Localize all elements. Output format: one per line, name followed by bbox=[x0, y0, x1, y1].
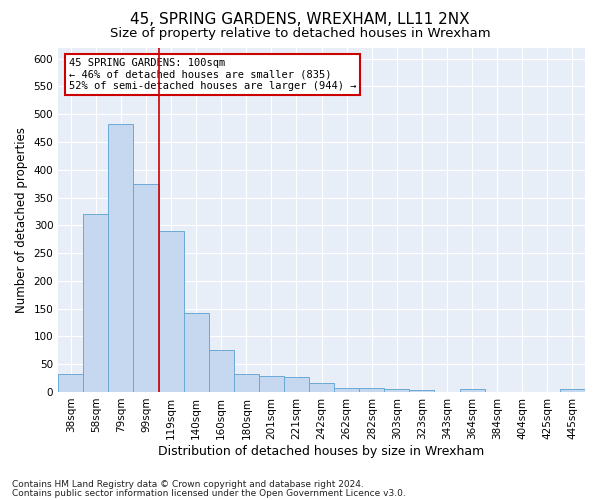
Bar bbox=[259, 376, 284, 392]
Bar bbox=[209, 350, 234, 392]
Bar bbox=[58, 374, 83, 392]
Bar bbox=[309, 383, 334, 392]
Text: 45 SPRING GARDENS: 100sqm
← 46% of detached houses are smaller (835)
52% of semi: 45 SPRING GARDENS: 100sqm ← 46% of detac… bbox=[69, 58, 356, 91]
Bar bbox=[109, 124, 133, 392]
Bar bbox=[460, 389, 485, 392]
Bar bbox=[409, 390, 434, 392]
Text: Size of property relative to detached houses in Wrexham: Size of property relative to detached ho… bbox=[110, 28, 490, 40]
Text: Contains public sector information licensed under the Open Government Licence v3: Contains public sector information licen… bbox=[12, 488, 406, 498]
Y-axis label: Number of detached properties: Number of detached properties bbox=[15, 126, 28, 312]
X-axis label: Distribution of detached houses by size in Wrexham: Distribution of detached houses by size … bbox=[158, 444, 485, 458]
Bar bbox=[359, 388, 385, 392]
Bar bbox=[334, 388, 359, 392]
Text: 45, SPRING GARDENS, WREXHAM, LL11 2NX: 45, SPRING GARDENS, WREXHAM, LL11 2NX bbox=[130, 12, 470, 28]
Text: Contains HM Land Registry data © Crown copyright and database right 2024.: Contains HM Land Registry data © Crown c… bbox=[12, 480, 364, 489]
Bar bbox=[83, 214, 109, 392]
Bar bbox=[184, 312, 209, 392]
Bar bbox=[133, 184, 158, 392]
Bar bbox=[385, 389, 409, 392]
Bar bbox=[560, 389, 585, 392]
Bar bbox=[234, 374, 259, 392]
Bar bbox=[158, 231, 184, 392]
Bar bbox=[284, 377, 309, 392]
